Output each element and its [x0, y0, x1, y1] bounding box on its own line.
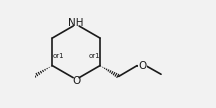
Text: NH: NH [68, 18, 84, 28]
Text: or1: or1 [52, 53, 64, 59]
Text: or1: or1 [88, 53, 100, 59]
Text: O: O [138, 61, 147, 71]
Text: O: O [72, 76, 80, 86]
